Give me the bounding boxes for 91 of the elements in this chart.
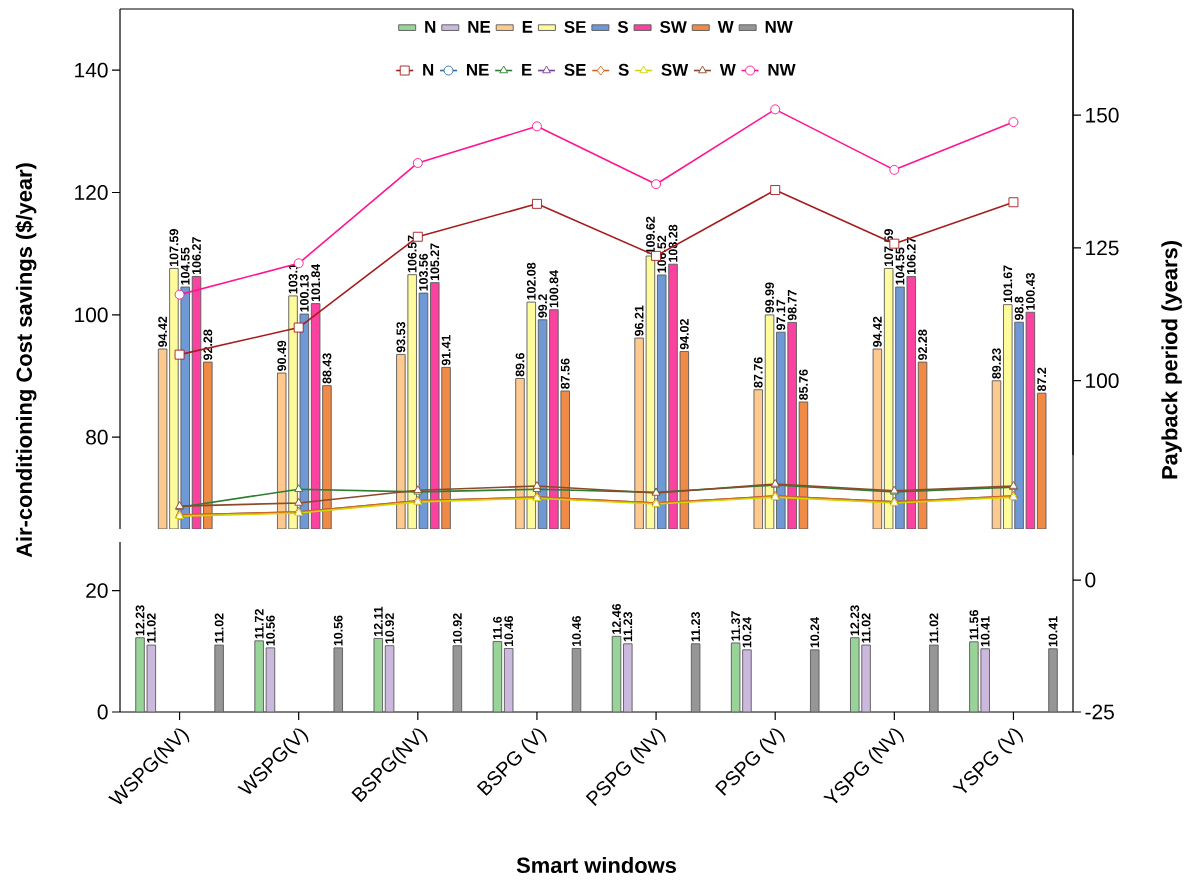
- legend-label: SE: [564, 20, 586, 33]
- data-label: 100.84: [549, 270, 559, 308]
- data-label: 11.72: [254, 609, 264, 639]
- data-label: 94.42: [158, 316, 168, 347]
- data-label: 11.56: [969, 610, 979, 640]
- data-label: 94.42: [872, 316, 882, 347]
- data-label: 92.28: [918, 329, 927, 360]
- data-label: 109.62: [646, 216, 655, 254]
- y-tick-label: 80: [86, 429, 108, 445]
- legend-label: NE: [468, 21, 491, 33]
- y-axis-title: Air-conditioning Cost savings ($/year): [15, 163, 37, 558]
- legend-label: W: [717, 21, 734, 33]
- data-label: 85.76: [799, 369, 808, 400]
- y3-tick-label: -25: [1085, 704, 1114, 720]
- data-label: 10.92: [385, 613, 394, 644]
- data-label: 87.76: [753, 357, 763, 388]
- y-tick-label: 140: [75, 62, 108, 78]
- y2-tick-label: 100: [1086, 373, 1119, 389]
- data-label: 10.24: [810, 617, 820, 648]
- data-label: 89.6: [515, 353, 525, 377]
- y-tick-label: 120: [75, 185, 108, 200]
- legend-label: NE: [466, 63, 489, 76]
- legend-label: SW: [660, 20, 687, 33]
- data-label: 12.23: [850, 605, 860, 636]
- data-label: 106.27: [906, 237, 916, 275]
- data-label: 10.46: [572, 616, 581, 646]
- data-label: 87.56: [560, 358, 570, 389]
- data-label: 87.2: [1037, 367, 1047, 392]
- data-label: 106.27: [192, 237, 201, 275]
- data-label: 10.46: [504, 616, 514, 646]
- data-label: 94.02: [679, 319, 689, 350]
- data-label: 11.23: [623, 612, 633, 642]
- data-label: 10.92: [452, 613, 462, 644]
- data-label: 88.43: [322, 353, 332, 384]
- data-label: 101.84: [311, 263, 321, 302]
- data-label: 10.41: [1048, 616, 1058, 647]
- y-tick-label: 20: [86, 583, 108, 598]
- data-label: 11.02: [861, 613, 871, 643]
- y3-tick-label: 0: [1085, 572, 1096, 588]
- legend-label: N: [423, 63, 434, 76]
- data-label: 106.57: [407, 235, 417, 273]
- data-label: 10.24: [742, 617, 752, 648]
- data-label: 11.23: [691, 612, 701, 642]
- data-label: 93.53: [396, 322, 406, 353]
- data-label: 12.23: [135, 605, 145, 636]
- legend-label: N: [425, 21, 436, 33]
- data-label: 105.27: [430, 243, 440, 281]
- y-tick-label: 100: [75, 307, 108, 323]
- x-axis-title: Smart windows: [516, 856, 676, 874]
- data-label: 11.02: [929, 613, 939, 643]
- data-label: 96.21: [634, 305, 644, 336]
- y2-tick-label: 125: [1086, 240, 1119, 256]
- data-label: 108.28: [668, 224, 678, 262]
- data-label: 101.67: [1003, 265, 1013, 303]
- legend-label: E: [522, 21, 533, 33]
- legend-label: NW: [765, 21, 793, 33]
- data-label: 104.55: [180, 247, 190, 285]
- data-label: 99.99: [765, 282, 774, 313]
- data-label: 10.41: [980, 616, 990, 647]
- legend-label: S: [618, 63, 629, 76]
- data-label: 99.2: [538, 294, 548, 318]
- data-label: 12.11: [373, 606, 383, 636]
- data-label: 11.6: [493, 616, 502, 640]
- legend-label: NW: [768, 63, 796, 76]
- data-label: 98.8: [1014, 296, 1024, 321]
- data-label: 97.17: [776, 299, 786, 331]
- data-label: 102.08: [526, 262, 536, 300]
- data-label: 100.13: [299, 274, 309, 312]
- legend-label: SW: [661, 63, 689, 76]
- data-label: 11.02: [146, 613, 156, 643]
- data-label: 90.49: [277, 340, 287, 371]
- legend-label: W: [719, 63, 736, 76]
- data-label: 107.59: [169, 229, 179, 266]
- data-label: 92.28: [203, 329, 213, 360]
- data-label: 10.56: [266, 615, 275, 646]
- data-label: 10.56: [333, 615, 343, 646]
- data-label: 12.46: [612, 603, 621, 634]
- data-label: 11.02: [214, 613, 224, 643]
- y2-tick-label: 150: [1086, 107, 1119, 123]
- data-label: 100.43: [1025, 272, 1035, 310]
- data-label: 91.41: [441, 334, 451, 366]
- legend-label: E: [522, 63, 532, 76]
- data-label: 98.77: [787, 290, 797, 321]
- data-label: 103.56: [419, 253, 428, 291]
- data-label: 104.55: [895, 247, 905, 285]
- y2-axis-title: Payback period (years): [1161, 241, 1182, 479]
- legend-label: S: [617, 20, 628, 33]
- data-label: 11.37: [731, 611, 741, 641]
- y-tick-label: 0: [97, 704, 108, 720]
- legend-label: SE: [564, 63, 586, 76]
- data-label: 89.23: [992, 348, 1001, 379]
